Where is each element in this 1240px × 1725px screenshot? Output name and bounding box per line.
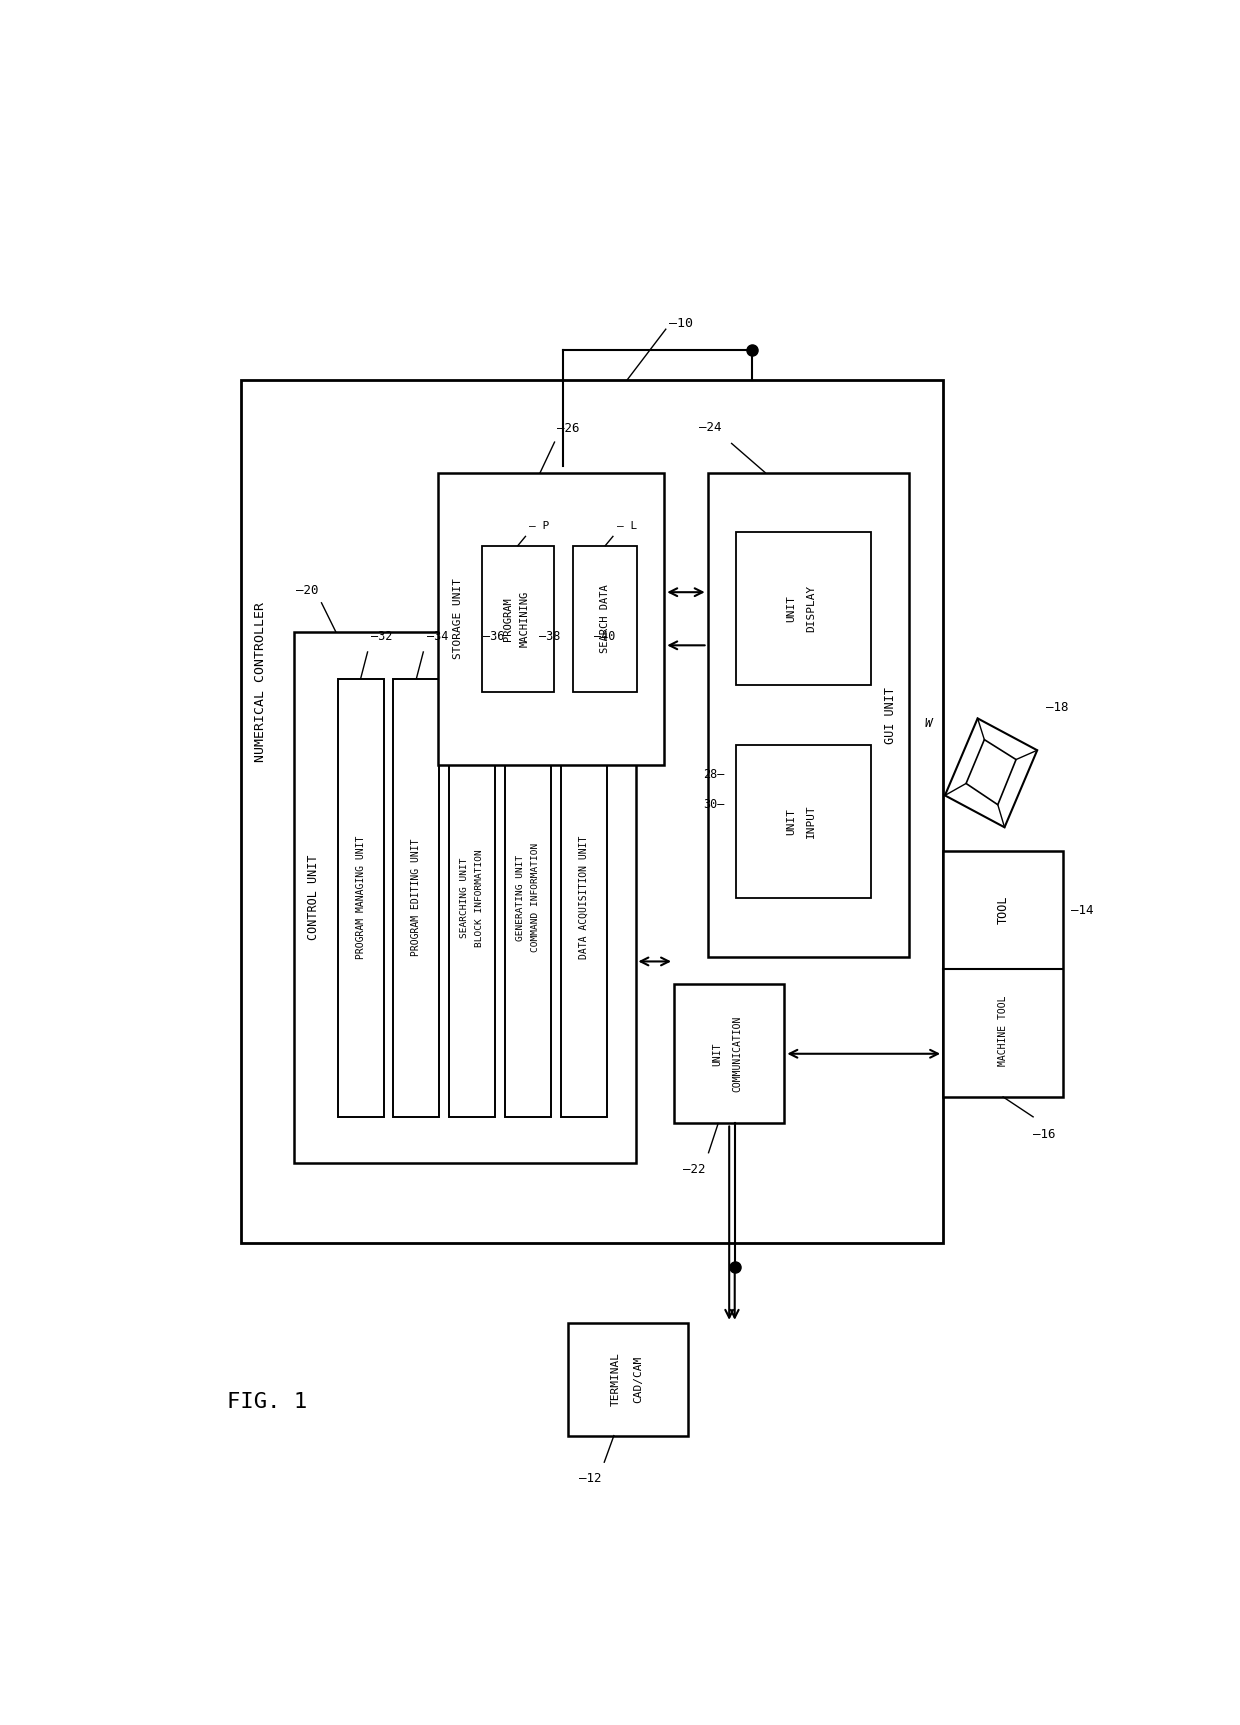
FancyBboxPatch shape: [568, 1323, 688, 1435]
Text: MACHINE TOOL: MACHINE TOOL: [998, 995, 1008, 1066]
Text: CAD/CAM: CAD/CAM: [632, 1356, 642, 1402]
FancyBboxPatch shape: [942, 850, 1063, 1097]
Text: UNIT: UNIT: [786, 595, 796, 623]
FancyBboxPatch shape: [393, 678, 439, 1116]
FancyBboxPatch shape: [737, 745, 870, 897]
Text: —40: —40: [594, 630, 616, 642]
FancyBboxPatch shape: [439, 473, 665, 764]
FancyBboxPatch shape: [708, 473, 909, 957]
FancyBboxPatch shape: [294, 631, 635, 1163]
Text: 28—: 28—: [703, 768, 725, 781]
FancyBboxPatch shape: [675, 983, 785, 1123]
Text: TERMINAL: TERMINAL: [611, 1352, 621, 1406]
Text: COMMAND INFORMATION: COMMAND INFORMATION: [531, 844, 541, 952]
Text: —10: —10: [668, 317, 693, 331]
FancyBboxPatch shape: [505, 678, 551, 1116]
Text: COMMUNICATION: COMMUNICATION: [732, 1016, 742, 1092]
Text: TOOL: TOOL: [997, 895, 1009, 925]
Text: DATA ACQUISITION UNIT: DATA ACQUISITION UNIT: [579, 837, 589, 959]
Text: GENERATING UNIT: GENERATING UNIT: [516, 854, 525, 940]
FancyBboxPatch shape: [242, 380, 942, 1244]
Text: MACHINING: MACHINING: [520, 590, 529, 647]
Text: —16: —16: [1033, 1128, 1055, 1140]
FancyBboxPatch shape: [573, 545, 637, 692]
FancyBboxPatch shape: [560, 678, 606, 1116]
Text: STORAGE UNIT: STORAGE UNIT: [453, 578, 463, 659]
Text: —26: —26: [558, 423, 580, 435]
Text: INPUT: INPUT: [806, 804, 816, 838]
Text: PROGRAM EDITING UNIT: PROGRAM EDITING UNIT: [412, 838, 422, 956]
Text: UNIT: UNIT: [786, 807, 796, 835]
Text: BLOCK INFORMATION: BLOCK INFORMATION: [475, 849, 485, 947]
Text: PROGRAM: PROGRAM: [503, 597, 513, 640]
Text: CONTROL UNIT: CONTROL UNIT: [308, 856, 320, 940]
Text: —36: —36: [482, 630, 505, 642]
Text: W: W: [925, 718, 932, 730]
FancyBboxPatch shape: [481, 545, 554, 692]
Text: 30—: 30—: [703, 799, 725, 811]
Text: FIG. 1: FIG. 1: [227, 1392, 308, 1413]
Text: —32: —32: [372, 630, 393, 642]
Text: SEARCHING UNIT: SEARCHING UNIT: [460, 857, 469, 938]
Text: —20: —20: [296, 585, 319, 597]
Text: —22: —22: [683, 1163, 706, 1176]
Text: — L: — L: [616, 521, 637, 531]
Text: NUMERICAL CONTROLLER: NUMERICAL CONTROLLER: [254, 602, 267, 762]
Text: SEARCH DATA: SEARCH DATA: [600, 585, 610, 654]
Text: —12: —12: [579, 1471, 601, 1485]
FancyBboxPatch shape: [449, 678, 495, 1116]
Text: — P: — P: [529, 521, 549, 531]
Text: PROGRAM MANAGING UNIT: PROGRAM MANAGING UNIT: [356, 837, 366, 959]
Text: UNIT: UNIT: [713, 1042, 723, 1066]
Text: DISPLAY: DISPLAY: [806, 585, 816, 633]
FancyBboxPatch shape: [737, 533, 870, 685]
Text: —34: —34: [427, 630, 449, 642]
Text: —18: —18: [1045, 702, 1069, 714]
Text: —14: —14: [1071, 904, 1094, 916]
Text: GUI UNIT: GUI UNIT: [884, 687, 897, 743]
Text: —24: —24: [699, 421, 722, 435]
Text: —38: —38: [538, 630, 560, 642]
FancyBboxPatch shape: [337, 678, 383, 1116]
